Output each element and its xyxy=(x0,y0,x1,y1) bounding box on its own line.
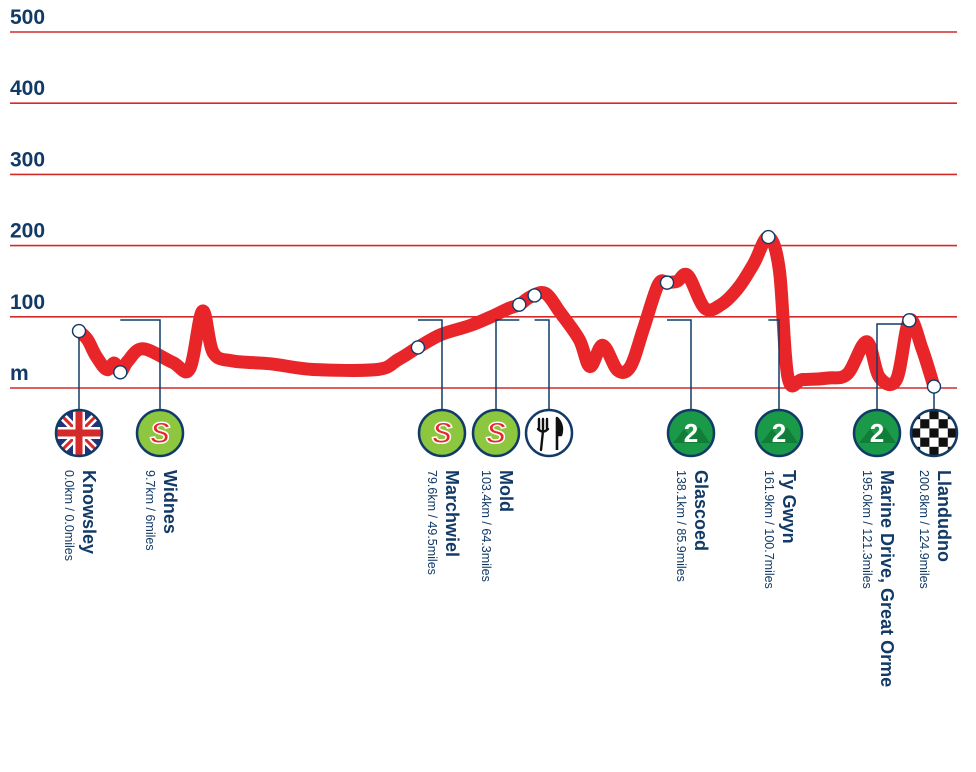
checkpoint-distance: 79.6km / 49.5miles xyxy=(425,470,439,575)
checkpoint-leader xyxy=(120,319,161,410)
checkpoint-distance: 0.0km / 0.0miles xyxy=(62,470,76,561)
checkpoint-marker xyxy=(527,288,542,303)
checkpoint-name: Ty Gwyn xyxy=(779,470,799,544)
start-flag-icon xyxy=(54,408,104,458)
y-tick-label: 500 xyxy=(10,6,45,29)
checkpoint-marker xyxy=(512,297,527,312)
y-axis-ticks: m 100 200 300 400 500 xyxy=(10,6,45,385)
climb-cat2-icon: 2 xyxy=(666,408,716,458)
checkpoint-leader xyxy=(417,319,443,410)
checkpoint-name: Llandudno xyxy=(934,470,954,562)
checkpoint-marker xyxy=(659,275,675,290)
checkpoint-marker xyxy=(902,313,917,328)
svg-text:2: 2 xyxy=(684,418,698,448)
y-tick-label: 300 xyxy=(10,148,45,171)
checkpoint-marker xyxy=(926,379,942,394)
sprint-icon: S xyxy=(135,408,185,458)
elevation-profile xyxy=(72,230,941,394)
svg-text:S: S xyxy=(486,417,506,450)
checkpoint-name: Widnes xyxy=(160,470,180,534)
checkpoint-leaders xyxy=(71,229,942,410)
y-tick-label: m xyxy=(10,362,29,385)
checkpoint-marker xyxy=(761,229,776,245)
checkpoint-name: Knowsley xyxy=(79,470,99,554)
checkpoint-leader xyxy=(667,319,692,410)
sprint-icon: S xyxy=(471,408,521,458)
sprint-icon: S xyxy=(417,408,467,458)
svg-text:2: 2 xyxy=(772,418,786,448)
checkpoint-leader xyxy=(495,319,520,410)
checkpoint-distance: 200.8km / 124.9miles xyxy=(917,470,931,589)
checkpoint-leader xyxy=(768,319,780,410)
checkpoint-distance: 103.4km / 64.3miles xyxy=(479,470,493,582)
checkpoint-name: Marine Drive, Great Orme xyxy=(877,470,897,687)
checkpoint-name: Marchwiel xyxy=(442,470,462,557)
y-tick-label: 100 xyxy=(10,291,45,314)
checkpoint-name: Mold xyxy=(496,470,516,512)
climb-cat2-icon: 2 xyxy=(754,408,804,458)
svg-text:2: 2 xyxy=(870,418,884,448)
checkpoint-distance: 195.0km / 121.3miles xyxy=(860,470,874,589)
checkpoint-marker xyxy=(410,340,426,355)
checkpoint-marker xyxy=(113,365,128,380)
checkpoint-distance: 9.7km / 6miles xyxy=(143,470,157,551)
checkpoint-icons: S S S 2 2 2 xyxy=(54,408,959,458)
checkpoint-marker xyxy=(71,323,87,339)
finish-flag-icon xyxy=(909,408,959,458)
y-tick-label: 400 xyxy=(10,77,45,100)
y-tick-label: 200 xyxy=(10,220,45,243)
checkpoint-name: Glascoed xyxy=(691,470,711,551)
checkpoint-distance: 138.1km / 85.9miles xyxy=(674,470,688,582)
checkpoint-leader xyxy=(534,319,550,410)
elevation-line xyxy=(72,230,941,394)
svg-text:S: S xyxy=(432,417,452,450)
feed-zone-icon xyxy=(524,408,574,458)
svg-text:S: S xyxy=(150,417,170,450)
climb-cat2-icon: 2 xyxy=(852,408,902,458)
gridlines xyxy=(10,31,957,389)
checkpoint-distance: 161.9km / 100.7miles xyxy=(762,470,776,589)
